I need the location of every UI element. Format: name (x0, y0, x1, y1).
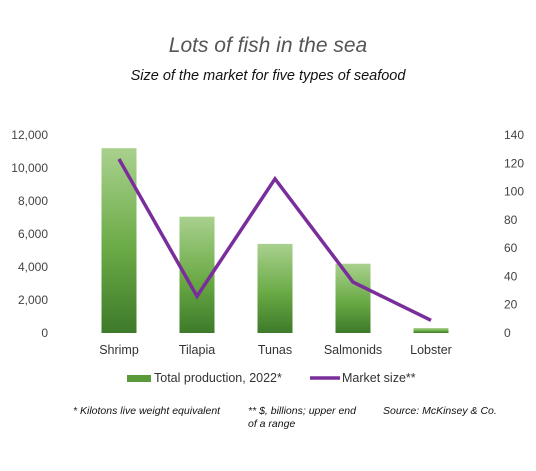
footnote-billions: ** $, billions; upper end of a range (248, 405, 356, 430)
category-labels: Shrimp Tilapia Tunas Salmonids Lobster (99, 343, 452, 357)
category-label: Lobster (410, 343, 452, 357)
right-axis-tick-label: 60 (504, 241, 518, 255)
left-axis-tick-label: 4,000 (18, 260, 48, 274)
right-axis: 0 20 40 60 80 100 120 140 (504, 128, 524, 340)
right-axis-tick-label: 100 (504, 185, 524, 199)
chart-subtitle: Size of the market for five types of sea… (130, 68, 406, 84)
right-axis-tick-label: 120 (504, 156, 524, 170)
left-axis-tick-label: 8,000 (18, 194, 48, 208)
bar-shrimp (101, 148, 137, 333)
right-axis-tick-label: 0 (504, 326, 511, 340)
category-label: Shrimp (99, 343, 139, 357)
category-label: Tilapia (179, 343, 215, 357)
right-axis-tick-label: 40 (504, 269, 518, 283)
bar-tunas (257, 243, 293, 333)
left-axis-tick-label: 12,000 (11, 128, 48, 142)
legend: Total production, 2022* Market size** (127, 371, 416, 385)
bar-salmonids (335, 263, 371, 333)
category-label: Tunas (258, 343, 292, 357)
market-size-line-layer (117, 158, 432, 322)
footnote-kilotons: * Kilotons live weight equivalent (73, 405, 221, 417)
left-axis-tick-label: 2,000 (18, 293, 48, 307)
right-axis-tick-label: 20 (504, 298, 518, 312)
market-size-line (117, 158, 432, 322)
left-axis-tick-label: 6,000 (18, 227, 48, 241)
left-axis-tick-label: 0 (41, 326, 48, 340)
right-axis-tick-label: 140 (504, 128, 524, 142)
legend-label-production: Total production, 2022* (154, 371, 282, 385)
right-axis-tick-label: 80 (504, 213, 518, 227)
bar-lobster (413, 328, 449, 333)
category-label: Salmonids (324, 343, 382, 357)
left-axis: 0 2,000 4,000 6,000 8,000 10,000 12,000 (11, 128, 48, 340)
source-note: Source: McKinsey & Co. (383, 405, 497, 417)
combo-chart: 0 2,000 4,000 6,000 8,000 10,000 12,000 0 20 40 6… (11, 128, 524, 385)
left-axis-tick-label: 10,000 (11, 161, 48, 175)
chart-title: Lots of fish in the sea (168, 34, 368, 57)
legend-label-market-size: Market size** (342, 371, 416, 385)
legend-swatch-production (127, 375, 151, 382)
